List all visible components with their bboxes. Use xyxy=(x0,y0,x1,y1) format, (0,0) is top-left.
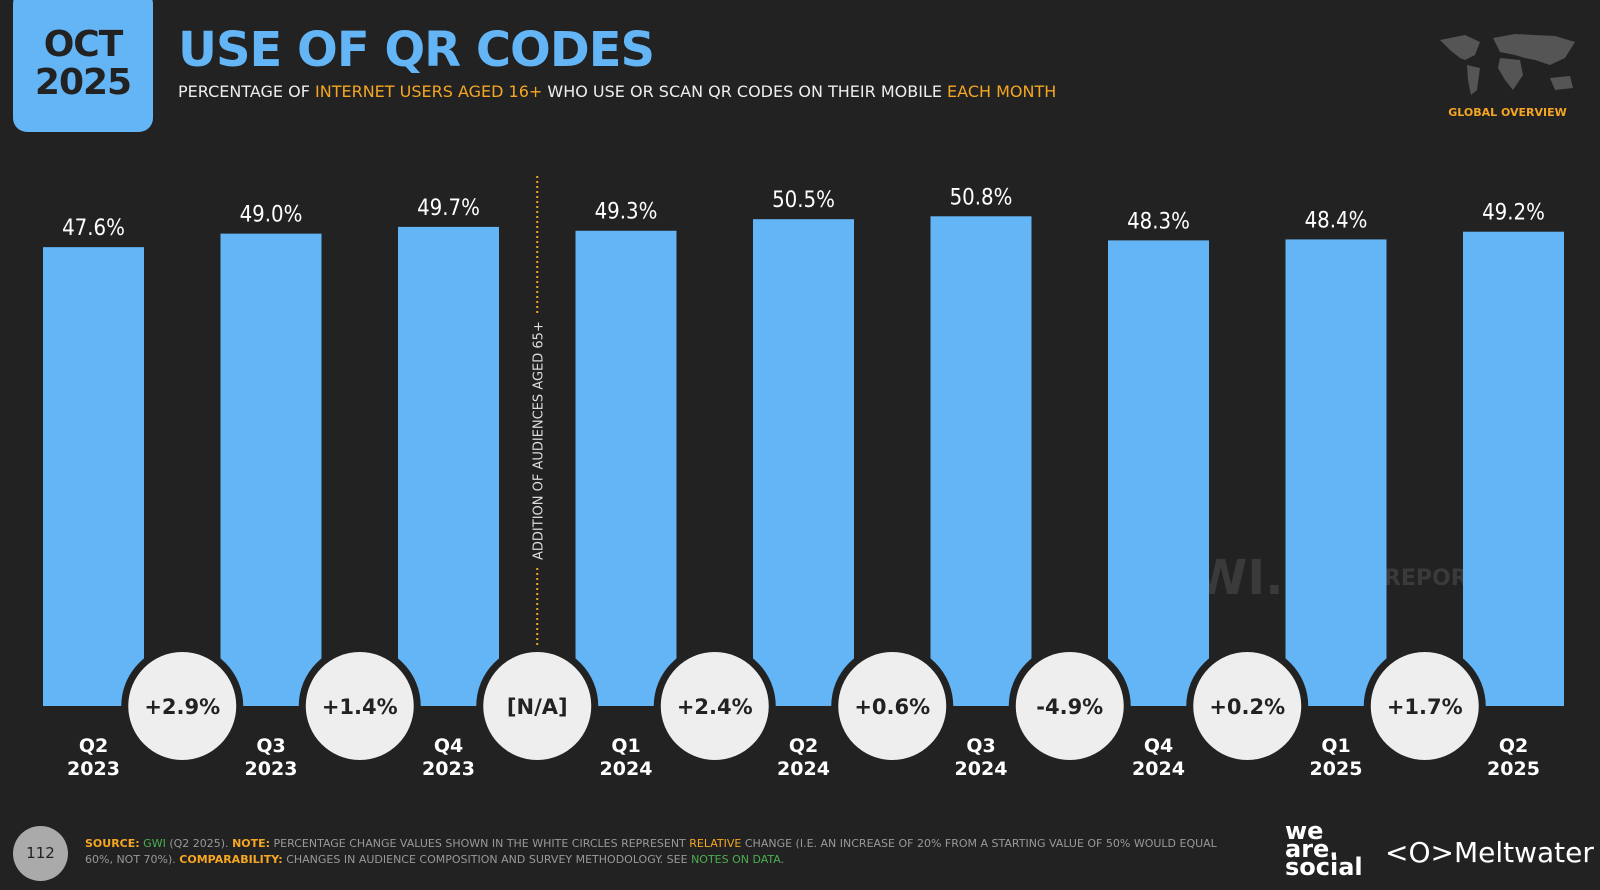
value-label: 50.5% xyxy=(772,188,835,213)
date-month: OCT xyxy=(43,24,124,65)
change-label: -4.9% xyxy=(1036,695,1103,719)
category-label: 2025 xyxy=(1487,758,1540,780)
category-label: 2023 xyxy=(245,758,298,780)
value-label: 49.0% xyxy=(240,203,303,228)
comparability-label: COMPARABILITY: xyxy=(179,853,283,866)
region-label: GLOBAL OVERVIEW xyxy=(1448,106,1567,119)
value-label: 49.3% xyxy=(595,200,658,225)
category-label: 2025 xyxy=(1310,758,1363,780)
change-circle xyxy=(483,652,592,760)
category-label: Q1 xyxy=(1321,735,1350,757)
footer-end: . xyxy=(780,853,785,866)
category-label: 2024 xyxy=(955,758,1008,780)
subtitle-text: WHO USE OR SCAN QR CODES ON THEIR MOBILE xyxy=(542,82,948,101)
we-are-social-logo: we are. social xyxy=(1285,817,1363,881)
value-label: 48.3% xyxy=(1127,209,1190,234)
bar xyxy=(1463,231,1564,706)
note-text: CHANGE (I.E. AN INCREASE OF 20% FROM A S… xyxy=(85,837,1217,866)
category-label: Q1 xyxy=(611,735,640,757)
bar xyxy=(753,219,854,706)
change-label: +0.6% xyxy=(854,695,930,719)
note-highlight: RELATIVE xyxy=(689,837,742,850)
source-link[interactable]: GWI xyxy=(143,837,166,850)
meltwater-logo: <O>Meltwater xyxy=(1385,836,1594,869)
value-label: 50.8% xyxy=(950,185,1013,210)
page-number: 112 xyxy=(13,826,68,881)
bar xyxy=(398,226,499,706)
change-label: [N/A] xyxy=(507,695,568,719)
bar xyxy=(220,233,322,706)
source-text: (Q2 2025). xyxy=(165,837,233,850)
category-label: 2023 xyxy=(67,758,120,780)
category-label: Q2 xyxy=(789,735,818,757)
notes-on-data-link[interactable]: NOTES ON DATA xyxy=(691,853,781,866)
category-label: 2023 xyxy=(422,758,475,780)
bar xyxy=(43,247,144,707)
date-badge: OCT 2025 xyxy=(13,0,153,132)
comparability-text: CHANGES IN AUDIENCE COMPOSITION AND SURV… xyxy=(282,853,692,866)
source-label: SOURCE: xyxy=(85,837,140,850)
page-subtitle: PERCENTAGE OF INTERNET USERS AGED 16+ WH… xyxy=(178,82,1056,101)
category-label: 2024 xyxy=(777,758,830,780)
category-label: Q3 xyxy=(966,735,995,757)
change-circle xyxy=(305,652,414,760)
meltwater-text: Meltwater xyxy=(1453,836,1594,869)
change-label: +2.9% xyxy=(144,695,220,719)
divider-annotation: ADDITION OF AUDIENCES AGED 65+ xyxy=(531,321,546,560)
change-label: +0.2% xyxy=(1209,695,1285,719)
footer-note: SOURCE: GWI (Q2 2025). NOTE: PERCENTAGE … xyxy=(85,836,1245,868)
change-circle xyxy=(660,652,769,760)
change-circle xyxy=(128,652,237,760)
world-map-icon xyxy=(1440,34,1575,95)
change-circle xyxy=(838,652,947,760)
change-circle xyxy=(1370,652,1479,760)
category-label: Q3 xyxy=(256,735,285,757)
change-label: +1.7% xyxy=(1387,695,1463,719)
bar xyxy=(930,216,1032,706)
change-label: +2.4% xyxy=(677,695,753,719)
note-text: PERCENTAGE CHANGE VALUES SHOWN IN THE WH… xyxy=(270,837,690,850)
bar-chart: 47.6%Q2202349.0%Q3202349.7%Q4202349.3%Q1… xyxy=(43,176,1564,780)
value-label: 47.6% xyxy=(62,216,125,241)
note-label: NOTE: xyxy=(232,837,271,850)
bar xyxy=(1108,240,1209,706)
bar xyxy=(575,230,677,707)
change-circle xyxy=(1015,652,1124,760)
subtitle-text: PERCENTAGE OF xyxy=(178,82,315,101)
category-label: Q2 xyxy=(1499,735,1528,757)
change-label: +1.4% xyxy=(322,695,398,719)
value-label: 49.7% xyxy=(417,196,480,221)
change-circle xyxy=(1193,652,1302,760)
category-label: 2024 xyxy=(600,758,653,780)
subtitle-highlight: EACH MONTH xyxy=(947,82,1057,101)
value-label: 49.2% xyxy=(1482,201,1545,226)
category-label: Q4 xyxy=(1144,735,1173,757)
value-label: 48.4% xyxy=(1305,208,1368,233)
date-year: 2025 xyxy=(34,62,132,103)
category-label: Q4 xyxy=(434,735,463,757)
bar xyxy=(1285,239,1387,706)
page-title: USE OF QR CODES xyxy=(178,22,655,78)
category-label: 2024 xyxy=(1132,758,1185,780)
subtitle-highlight: INTERNET USERS AGED 16+ xyxy=(315,82,543,101)
category-label: Q2 xyxy=(79,735,108,757)
